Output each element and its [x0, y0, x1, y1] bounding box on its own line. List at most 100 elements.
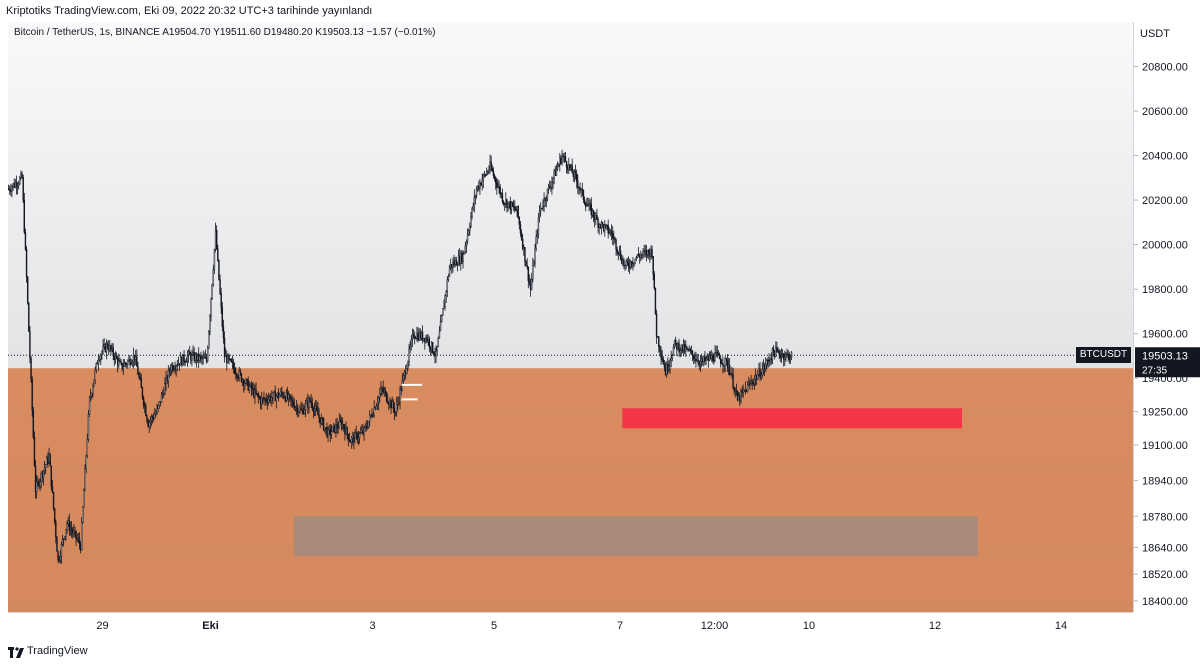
candle [118, 353, 120, 369]
candle [263, 391, 265, 403]
candle [583, 196, 586, 206]
candle [472, 202, 474, 212]
candle [337, 421, 339, 434]
candle [380, 381, 382, 396]
candle [192, 345, 194, 356]
candle [762, 359, 765, 375]
candle [408, 343, 410, 367]
candle [119, 357, 121, 363]
candle [169, 364, 172, 377]
candle [232, 358, 235, 374]
candle [75, 530, 77, 546]
candle [149, 416, 152, 430]
candle [449, 258, 452, 271]
candle [87, 409, 90, 443]
candle [398, 396, 400, 406]
candle [760, 371, 762, 381]
candle [349, 439, 352, 443]
candle [764, 357, 767, 373]
candle [128, 355, 130, 362]
candle [399, 385, 401, 410]
candle [88, 395, 91, 418]
candle [501, 188, 504, 205]
candle [334, 424, 336, 434]
candle [608, 227, 611, 235]
chart-plot-area[interactable] [8, 22, 1133, 612]
candle [308, 395, 310, 414]
candle [94, 366, 96, 385]
candle [330, 424, 333, 440]
candle [714, 345, 716, 362]
candle [428, 336, 431, 353]
candle [166, 374, 168, 384]
candle [562, 153, 564, 163]
candle [129, 355, 131, 369]
candle [132, 347, 135, 369]
candle [341, 417, 344, 430]
candle [482, 173, 485, 189]
candle [181, 355, 183, 368]
candle [370, 414, 372, 418]
candle [373, 400, 375, 418]
candle [163, 386, 165, 398]
candle [696, 353, 698, 362]
candle [443, 299, 445, 309]
candle [591, 208, 594, 218]
candle [182, 354, 184, 366]
footer: TradingView [0, 640, 1200, 665]
candle [509, 196, 512, 215]
candle [13, 178, 15, 189]
candle [602, 223, 605, 233]
candle [174, 361, 176, 375]
candle [300, 401, 302, 411]
candle [685, 340, 687, 357]
tradingview-logo-icon [8, 647, 24, 658]
candle [425, 334, 427, 344]
candle [265, 392, 267, 406]
candle [70, 520, 73, 538]
time-tick-label: 12 [929, 620, 941, 632]
candle [588, 198, 590, 212]
candle [654, 287, 657, 315]
candle [253, 382, 255, 399]
candle [164, 377, 166, 395]
candle [680, 344, 683, 357]
candle [366, 420, 369, 430]
candle [433, 351, 435, 357]
candle [89, 388, 92, 402]
candle [611, 226, 614, 245]
time-axis[interactable]: 29 Eki 3 5 7 12:00 10 12 14 [8, 612, 1133, 637]
candle [246, 378, 248, 387]
candle [763, 362, 766, 376]
candle [199, 354, 201, 364]
candle [105, 339, 108, 360]
candle [335, 418, 337, 438]
candle [204, 349, 207, 359]
candle [372, 412, 374, 418]
last-price-badge: 19503.13 27:35 [1135, 347, 1200, 378]
candle [437, 336, 440, 348]
candle [566, 164, 569, 174]
candle [637, 247, 640, 257]
candle [524, 247, 526, 267]
candle [545, 195, 548, 208]
candle [481, 173, 483, 191]
candle [681, 344, 684, 354]
candle [187, 349, 190, 363]
candle [605, 223, 607, 229]
candle [586, 197, 588, 208]
price-axis[interactable]: USDT 18400.00 18520.00 18640.00 18780.00 189… [1133, 22, 1200, 612]
candle [553, 168, 555, 185]
candle [581, 182, 584, 197]
candle [35, 474, 38, 499]
candle [147, 418, 149, 428]
candle [508, 201, 510, 209]
candle [397, 396, 399, 411]
price-chart[interactable] [8, 22, 1133, 612]
candle [775, 341, 777, 358]
candle [218, 259, 220, 281]
price-tick-label: 20600.00 [1142, 106, 1188, 118]
symbol-legend[interactable]: Bitcoin / TetherUS, 1s, BINANCE A19504.7… [14, 27, 435, 38]
candle [515, 206, 517, 212]
candle [595, 212, 597, 225]
